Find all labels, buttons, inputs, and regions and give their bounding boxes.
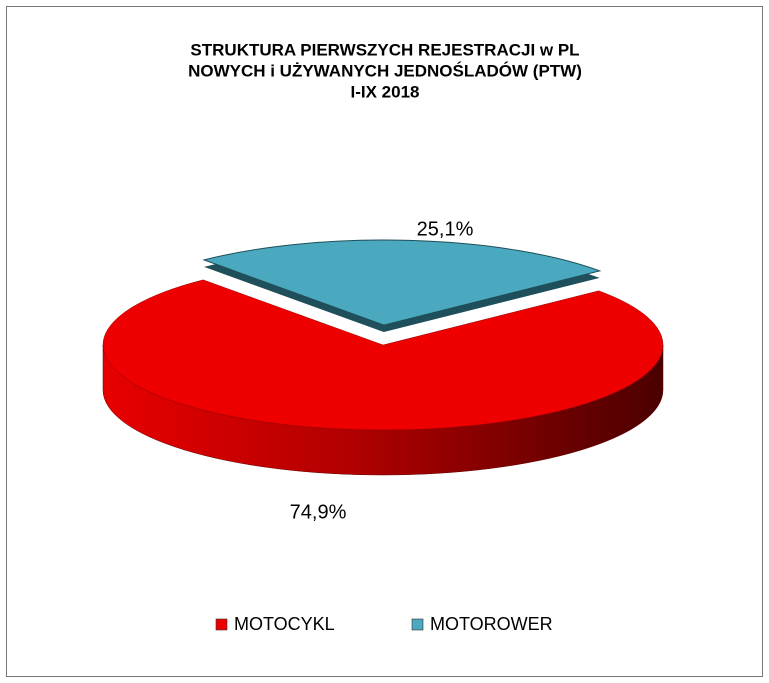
- legend-label: MOTOROWER: [430, 614, 553, 634]
- legend-label: MOTOCYKL: [234, 614, 335, 634]
- legend-swatch: [215, 618, 228, 631]
- chart-title: NOWYCH i UŻYWANYCH JEDNOŚLADÓW (PTW): [188, 61, 582, 80]
- chart-title: STRUKTURA PIERWSZYCH REJESTRACJI w PL: [190, 40, 579, 59]
- chart-title: I-IX 2018: [351, 82, 420, 101]
- pie-slice: [102, 279, 664, 431]
- pie-slice: [202, 239, 602, 326]
- legend-swatch: [411, 618, 424, 631]
- data-label: 25,1%: [417, 218, 474, 240]
- data-label: 74,9%: [290, 501, 347, 523]
